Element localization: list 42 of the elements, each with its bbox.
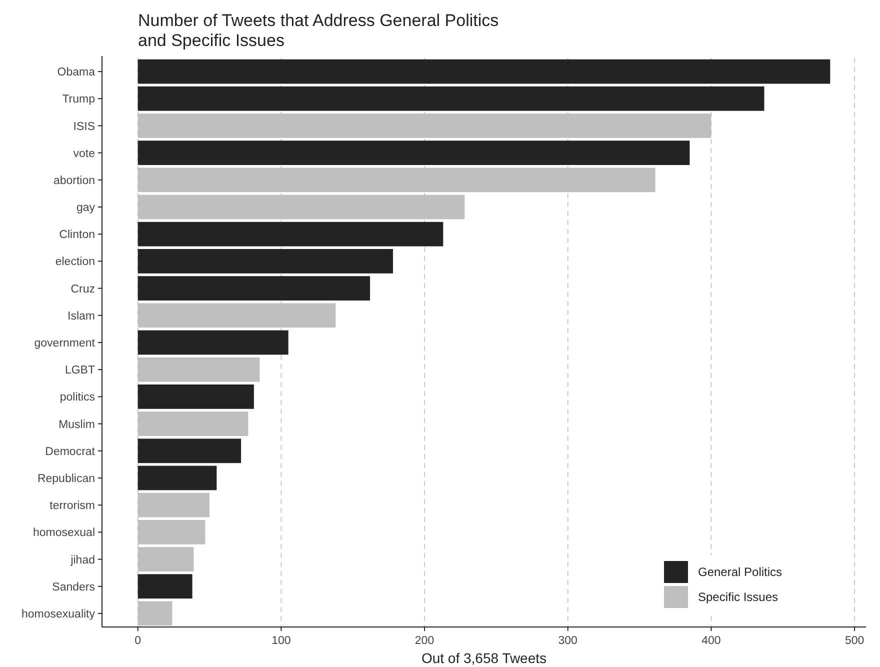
y-tick-label: Islam bbox=[68, 310, 95, 322]
bar bbox=[138, 222, 444, 246]
bar bbox=[138, 384, 254, 409]
x-tick-label: 500 bbox=[844, 635, 864, 647]
x-tick-label: 100 bbox=[272, 635, 291, 647]
x-tick-label: 200 bbox=[414, 635, 434, 647]
bar bbox=[138, 249, 393, 274]
x-axis-title: Out of 3,658 Tweets bbox=[421, 650, 547, 666]
bar bbox=[138, 140, 690, 166]
y-tick-label: Sanders bbox=[52, 581, 96, 594]
x-tick-label: 0 bbox=[134, 635, 142, 647]
y-tick-label: homosexuality bbox=[21, 608, 96, 620]
bar bbox=[138, 574, 192, 599]
bar bbox=[138, 466, 217, 490]
bar bbox=[138, 59, 830, 84]
chart-title: Number of Tweets that Address General Politics and Specific Issues bbox=[138, 11, 499, 50]
y-tick-label: Trump bbox=[62, 94, 95, 106]
y-tick-label: Democrat bbox=[45, 446, 96, 458]
y-tick-label: politics bbox=[60, 392, 96, 404]
y-tick-label: Obama bbox=[57, 66, 96, 79]
legend-label: Specific Issues bbox=[698, 590, 778, 604]
y-tick-label: vote bbox=[73, 148, 95, 160]
y-tick-label: Cruz bbox=[70, 283, 96, 296]
y-tick-label: homosexual bbox=[32, 527, 95, 540]
legend-label: General Politics bbox=[698, 565, 782, 580]
y-tick-label: government bbox=[34, 338, 96, 350]
y-tick-label: election bbox=[55, 256, 95, 268]
y-tick-label: jihad bbox=[70, 554, 95, 566]
y-tick-label: Republican bbox=[37, 473, 95, 485]
x-tick-label: 300 bbox=[558, 635, 578, 647]
y-tick-label: ISIS bbox=[73, 120, 96, 133]
bar bbox=[138, 276, 370, 301]
y-tick-label: abortion bbox=[53, 174, 95, 187]
y-tick-label: Clinton bbox=[59, 229, 95, 242]
bar bbox=[138, 86, 764, 111]
y-tick-label: Muslim bbox=[58, 418, 95, 431]
bar bbox=[138, 330, 288, 355]
x-tick-label: 400 bbox=[702, 635, 721, 647]
bar bbox=[138, 438, 242, 464]
y-tick-label: gay bbox=[76, 202, 96, 214]
y-tick-label: LGBT bbox=[64, 364, 95, 377]
y-tick-label: terrorism bbox=[50, 500, 95, 512]
